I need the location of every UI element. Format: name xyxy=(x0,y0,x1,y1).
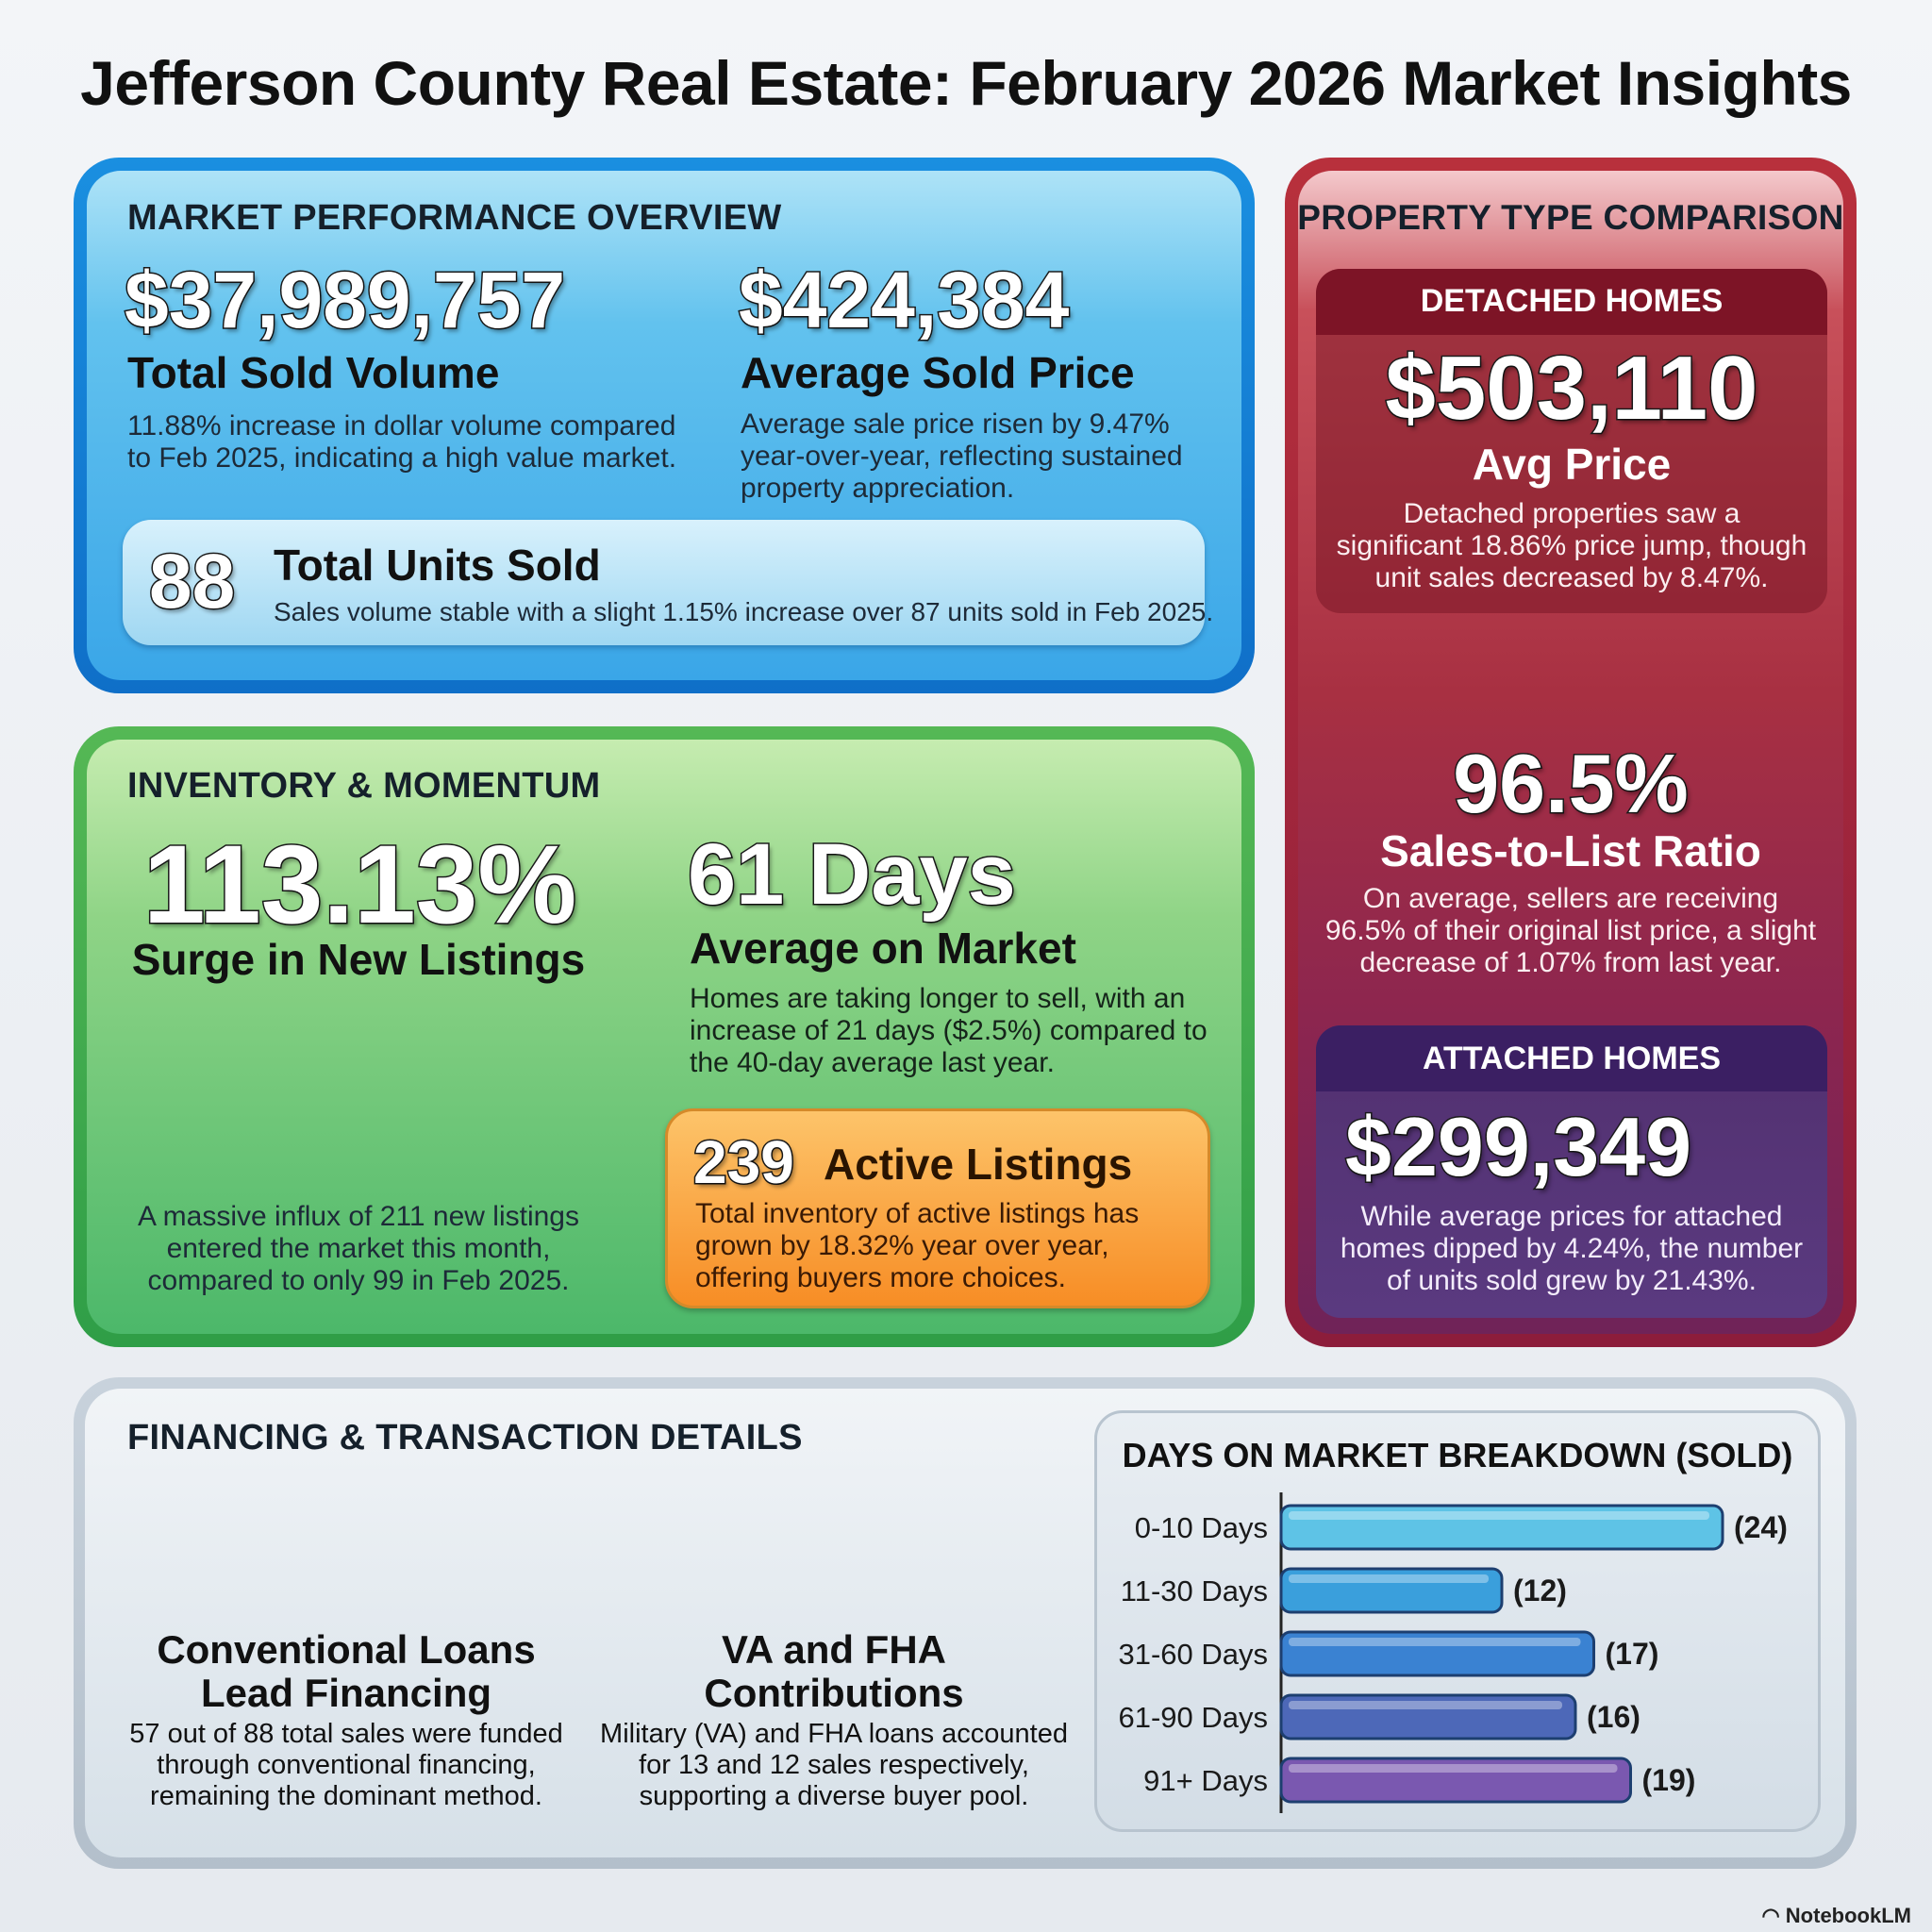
days-on-market-value: 61 Days xyxy=(687,825,1018,924)
bar-highlight xyxy=(1289,1638,1581,1646)
sales-to-list-value: 96.5% xyxy=(1452,736,1690,832)
category-label: 11-30 Days xyxy=(1121,1574,1268,1607)
desc-line: On average, sellers are receiving xyxy=(1362,883,1779,914)
sales-to-list-label: Sales-to-List Ratio xyxy=(1380,826,1761,875)
attached-homes-header-band xyxy=(1316,1025,1827,1091)
desc-line: supporting a diverse buyer pool. xyxy=(639,1781,1029,1811)
inventory-heading: INVENTORY & MOMENTUM xyxy=(127,766,601,806)
data-label: (17) xyxy=(1606,1637,1659,1671)
desc-line: 11.88% increase in dollar volume compare… xyxy=(127,410,676,441)
detached-price-label: Avg Price xyxy=(1472,440,1672,489)
vafha-title-line: Contributions xyxy=(704,1671,964,1715)
watermark-text: NotebookLM xyxy=(1785,1904,1911,1927)
desc-line: to Feb 2025, indicating a high value mar… xyxy=(127,442,677,474)
desc-line: Military (VA) and FHA loans accounted xyxy=(600,1719,1068,1749)
bar xyxy=(1279,1630,1595,1677)
detached-price-value: $503,110 xyxy=(1384,337,1759,441)
total-sold-volume-value: $37,989,757 xyxy=(123,255,566,346)
desc-line: for 13 and 12 sales respectively, xyxy=(639,1750,1029,1780)
conventional-title-line: Lead Financing xyxy=(200,1671,492,1715)
data-label: (19) xyxy=(1642,1763,1696,1797)
days-on-market-bar-chart: 0-10 Days (24) 11-30 Days (12) 31-60 Days (17… xyxy=(1118,1492,1788,1813)
desc-line: through conventional financing, xyxy=(157,1750,536,1780)
detached-homes-header: DETACHED HOMES xyxy=(1420,283,1724,319)
desc-line: offering buyers more choices. xyxy=(695,1262,1066,1293)
bar xyxy=(1279,1567,1504,1614)
desc-line: 96.5% of their original list price, a sl… xyxy=(1324,915,1817,946)
attached-price-value: $299,349 xyxy=(1343,1099,1692,1195)
desc-line: entered the market this month, xyxy=(166,1233,551,1264)
desc-line: A massive influx of 211 new listings xyxy=(137,1201,579,1232)
active-listings-value: 239 xyxy=(692,1127,796,1198)
desc-line: While average prices for attached xyxy=(1360,1201,1783,1232)
chart-title: DAYS ON MARKET BREAKDOWN (SOLD) xyxy=(1122,1436,1793,1474)
total-sold-volume-label: Total Sold Volume xyxy=(127,348,500,397)
bar-highlight xyxy=(1289,1511,1709,1520)
desc-line: Total inventory of active listings has xyxy=(695,1198,1140,1229)
vafha-title-line: VA and FHA xyxy=(722,1627,946,1672)
data-label: (24) xyxy=(1734,1510,1788,1544)
bar xyxy=(1279,1693,1577,1740)
desc-line: increase of 21 days ($2.5%) compared to xyxy=(690,1015,1208,1046)
market-heading: MARKET PERFORMANCE OVERVIEW xyxy=(127,198,782,238)
desc-line: Average sale price risen by 9.47% xyxy=(741,408,1170,440)
attached-homes-header: ATTACHED HOMES xyxy=(1422,1041,1722,1076)
units-sold-card xyxy=(123,520,1205,645)
property-heading: PROPERTY TYPE COMPARISON xyxy=(1297,198,1844,237)
desc-line: unit sales decreased by 8.47%. xyxy=(1374,562,1769,593)
bar xyxy=(1279,1757,1632,1804)
category-label: 61-90 Days xyxy=(1118,1701,1268,1734)
data-label: (12) xyxy=(1513,1574,1567,1607)
desc-line: of units sold grew by 21.43%. xyxy=(1387,1265,1757,1296)
notebooklm-logo-icon: ◠ xyxy=(1761,1904,1786,1927)
desc-line: Homes are taking longer to sell, with an xyxy=(690,983,1186,1014)
desc-line: compared to only 99 in Feb 2025. xyxy=(147,1265,570,1296)
page-title: Jefferson County Real Estate: February 2… xyxy=(80,48,1852,118)
bar-highlight xyxy=(1289,1764,1618,1773)
days-on-market-label: Average on Market xyxy=(690,924,1076,973)
financing-heading: FINANCING & TRANSACTION DETAILS xyxy=(127,1418,803,1457)
desc-line: decrease of 1.07% from last year. xyxy=(1359,947,1782,978)
data-label: (16) xyxy=(1587,1700,1641,1734)
units-sold-value: 88 xyxy=(147,538,236,626)
active-listings-label: Active Listings xyxy=(824,1140,1133,1189)
desc-line: 57 out of 88 total sales were funded xyxy=(129,1719,563,1749)
bar xyxy=(1279,1504,1724,1551)
new-listings-value: 113.13% xyxy=(142,822,577,949)
desc-line: homes dipped by 4.24%, the number xyxy=(1340,1233,1804,1264)
detached-homes-header-band xyxy=(1316,269,1827,335)
desc-line: grown by 18.32% year over year, xyxy=(695,1230,1109,1261)
bar-highlight xyxy=(1289,1701,1562,1709)
desc-line: remaining the dominant method. xyxy=(150,1781,542,1811)
average-sold-price-label: Average Sold Price xyxy=(741,348,1135,397)
desc-line: the 40-day average last year. xyxy=(690,1047,1055,1078)
conventional-title-line: Conventional Loans xyxy=(157,1627,536,1672)
units-sold-label: Total Units Sold xyxy=(274,541,601,590)
units-sold-desc: Sales volume stable with a slight 1.15% … xyxy=(274,597,1214,626)
category-label: 91+ Days xyxy=(1143,1764,1268,1797)
category-label: 0-10 Days xyxy=(1135,1511,1268,1544)
bar-highlight xyxy=(1289,1574,1489,1583)
category-label: 31-60 Days xyxy=(1118,1638,1268,1671)
active-listings-card xyxy=(665,1108,1210,1308)
desc-line: significant 18.86% price jump, though xyxy=(1336,530,1807,561)
desc-line: property appreciation. xyxy=(741,473,1015,504)
new-listings-label: Surge in New Listings xyxy=(131,935,586,984)
desc-line: year-over-year, reflecting sustained xyxy=(741,441,1183,472)
notebooklm-watermark: ◠ NotebookLM xyxy=(1761,1904,1911,1928)
desc-line: Detached properties saw a xyxy=(1403,498,1740,529)
average-sold-price-value: $424,384 xyxy=(737,255,1070,346)
